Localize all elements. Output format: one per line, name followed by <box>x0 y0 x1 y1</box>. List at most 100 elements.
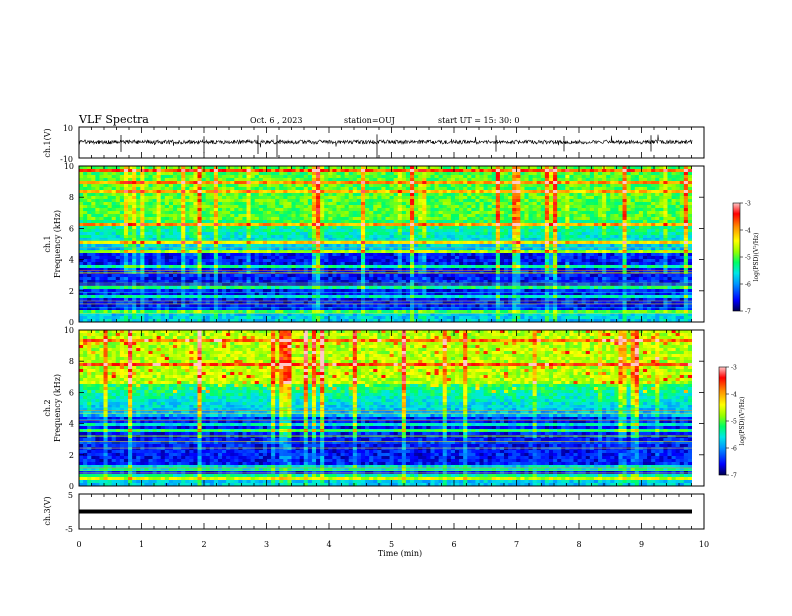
ch1-spectrogram-cell <box>332 226 336 229</box>
ch1-spectrogram-cell <box>259 232 263 235</box>
ch1-spectrogram-cell <box>193 202 197 205</box>
ch1-spectrogram-cell <box>324 220 328 223</box>
ch1-spectrogram-cell <box>95 175 99 178</box>
ch1-spectrogram-cell <box>553 217 557 220</box>
ch1-spectrogram-cell <box>406 229 410 232</box>
ch1-spectrogram-cell <box>667 175 671 178</box>
ch1-spectrogram-cell <box>87 241 91 244</box>
ch1-spectrogram-cell <box>418 223 422 226</box>
ch1-spectrogram-cell <box>676 184 680 187</box>
ch1-spectrogram-cell <box>602 178 606 181</box>
ch1-spectrogram-cell <box>447 169 451 172</box>
ch1-spectrogram-cell <box>120 190 124 193</box>
ch1-spectrogram-cell <box>153 175 157 178</box>
ch1-spectrogram-cell <box>451 178 455 181</box>
ch1-spectrogram-cell <box>283 259 287 262</box>
ch1-spectrogram-cell <box>210 241 214 244</box>
ch1-spectrogram-cell <box>271 256 275 259</box>
ch1-spectrogram-cell <box>614 169 618 172</box>
ch1-spectrogram-cell <box>345 208 349 211</box>
ch1-spectrogram-cell <box>688 178 692 181</box>
ch1-spectrogram-cell <box>255 199 259 202</box>
ch1-spectrogram-cell <box>112 184 116 187</box>
ch1-spectrogram-cell <box>177 235 181 238</box>
ch1-spectrogram-cell <box>635 208 639 211</box>
ch1-spectrogram-cell <box>120 169 124 172</box>
ch1-spectrogram-cell <box>578 214 582 217</box>
ch1-spectrogram-cell <box>541 238 545 241</box>
ch1-spectrogram-cell <box>316 211 320 214</box>
ch1-spectrogram-cell <box>426 202 430 205</box>
ch1-spectrogram-cell <box>332 244 336 247</box>
ch1-spectrogram-cell <box>561 229 565 232</box>
ch1-spectrogram-cell <box>451 187 455 190</box>
ch1-spectrogram-cell <box>112 265 116 268</box>
ch1-spectrogram-cell <box>623 205 627 208</box>
ch1-spectrogram-cell <box>140 202 144 205</box>
ch1-spectrogram-cell <box>214 196 218 199</box>
ch1-spectrogram-cell <box>512 214 516 217</box>
ch1-spectrogram-cell <box>386 187 390 190</box>
ch1-spectrogram-cell <box>504 238 508 241</box>
ch1-spectrogram-cell <box>271 205 275 208</box>
ch1-spectrogram-cell <box>492 256 496 259</box>
ch1-spectrogram-cell <box>475 211 479 214</box>
ch1-spectrogram-cell <box>328 205 332 208</box>
ch1-spectrogram-cell <box>402 199 406 202</box>
ch1-spectrogram-cell <box>292 220 296 223</box>
ch1-spectrogram-cell <box>565 178 569 181</box>
ch1-spectrogram-cell <box>181 241 185 244</box>
ch1-spectrogram-cell <box>614 181 618 184</box>
ch1-spectrogram-cell <box>398 244 402 247</box>
ch1-spectrogram-cell <box>108 235 112 238</box>
ch1-spectrogram-cell <box>169 208 173 211</box>
ch1-spectrogram-cell <box>304 178 308 181</box>
ch1-spectrogram-cell <box>475 178 479 181</box>
ch1-spectrogram-cell <box>406 172 410 175</box>
ch1-spectrogram-cell <box>312 259 316 262</box>
ch1-spectrogram-cell <box>185 226 189 229</box>
ch1-spectrogram-cell <box>242 208 246 211</box>
ch1-spectrogram-cell <box>300 229 304 232</box>
ch1-spectrogram-cell <box>381 202 385 205</box>
ch1-spectrogram-cell <box>463 235 467 238</box>
ch1-spectrogram-cell <box>590 208 594 211</box>
ch1-spectrogram-cell <box>361 232 365 235</box>
ch1-spectrogram-cell <box>484 226 488 229</box>
ch1-spectrogram-cell <box>373 262 377 265</box>
ch1-spectrogram-cell <box>91 256 95 259</box>
ch1-spectrogram-cell <box>422 205 426 208</box>
ch1-spectrogram-cell <box>627 184 631 187</box>
ch1-spectrogram-cell <box>198 220 202 223</box>
ch1-spectrogram-cell <box>112 208 116 211</box>
ch1-spectrogram-cell <box>561 217 565 220</box>
ch1-spectrogram-cell <box>120 256 124 259</box>
ch1-spectrogram-cell <box>631 217 635 220</box>
ch1-spectrogram-cell <box>148 253 152 256</box>
ch1-spectrogram-cell <box>439 211 443 214</box>
ch1-spectrogram-cell <box>247 169 251 172</box>
ch1-spectrogram-cell <box>271 223 275 226</box>
ch1-spectrogram-cell <box>255 217 259 220</box>
ch1-spectrogram-cell <box>533 184 537 187</box>
ch1-spectrogram-cell <box>353 214 357 217</box>
ch1-spectrogram-cell <box>275 232 279 235</box>
ch1-spectrogram-cell <box>177 241 181 244</box>
ch1-spectrogram-cell <box>402 193 406 196</box>
ch1-spectrogram-cell <box>524 211 528 214</box>
ch1-spectrogram-cell <box>283 193 287 196</box>
ch1-spectrogram-cell <box>120 202 124 205</box>
ch1-spectrogram-cell <box>222 220 226 223</box>
ch1-spectrogram-cell <box>193 196 197 199</box>
ch1-spectrogram-cell <box>210 193 214 196</box>
ch1-spectrogram-cell <box>582 196 586 199</box>
ch1-spectrogram-cell <box>635 217 639 220</box>
ch1-spectrogram-cell <box>676 166 680 169</box>
ch1-spectrogram-cell <box>394 253 398 256</box>
ch1-spectrogram-cell <box>430 211 434 214</box>
ch1-spectrogram-cell <box>598 262 602 265</box>
ch1-spectrogram-cell <box>275 256 279 259</box>
ch1-spectrogram-cell <box>533 256 537 259</box>
ch1-spectrogram-cell <box>259 253 263 256</box>
ch1-spectrogram-cell <box>402 178 406 181</box>
